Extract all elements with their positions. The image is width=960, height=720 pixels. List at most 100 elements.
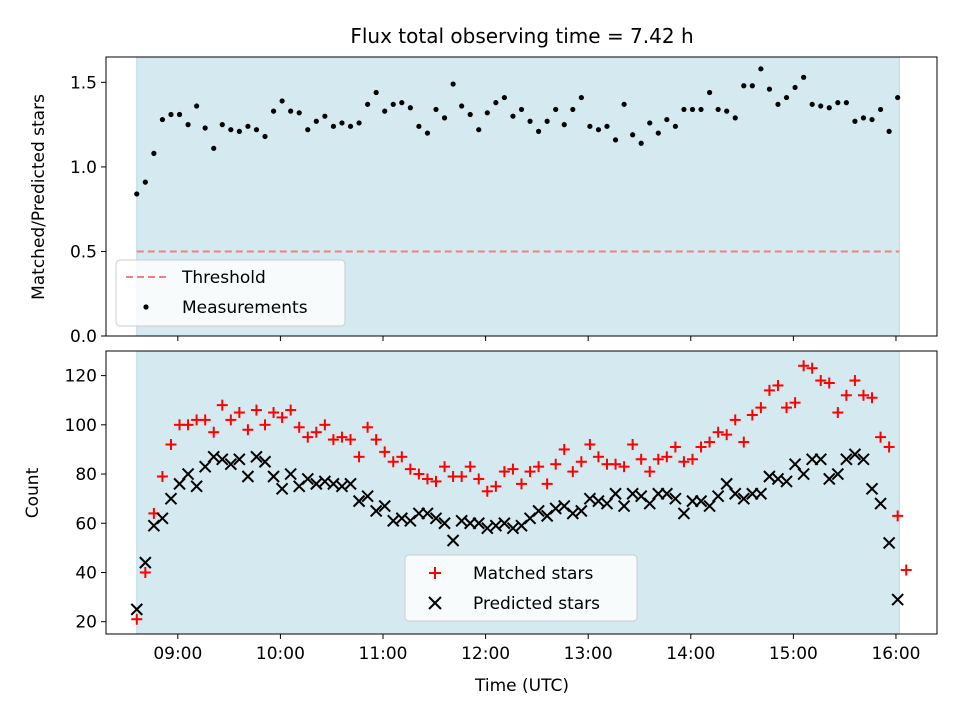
predicted-point	[130, 603, 143, 616]
matched-point	[669, 441, 681, 453]
predicted-point	[173, 477, 186, 491]
predicted-point	[754, 487, 768, 500]
predicted-point	[216, 453, 229, 466]
matched-point	[857, 389, 869, 401]
measurement-point	[749, 83, 755, 89]
predicted-point	[352, 494, 366, 508]
matched-point	[567, 466, 579, 478]
matched-point	[156, 471, 168, 483]
predicted-point	[275, 482, 289, 496]
matched-point	[353, 451, 365, 463]
predicted-point	[840, 453, 853, 466]
matched-point	[302, 431, 314, 443]
predicted-point	[549, 502, 562, 515]
measurement-point	[159, 116, 166, 123]
matched-point	[396, 451, 408, 463]
measurement-point	[630, 132, 636, 138]
y-tick-label: 100	[65, 416, 97, 436]
count-panel: 20 40 60 80 100 120 09:00 10:00 11:00 12:00 13:00…	[23, 350, 938, 696]
predicted-point	[694, 494, 708, 508]
matched-point	[763, 384, 775, 396]
measurement-point	[860, 115, 867, 121]
predicted-point	[421, 507, 434, 520]
predicted-point	[378, 499, 391, 513]
matched-point	[199, 414, 211, 426]
predicted-point	[771, 472, 785, 486]
matched-point	[584, 439, 596, 451]
matched-point	[550, 458, 562, 470]
x-tick-label: 11:00	[359, 644, 408, 664]
matched-point	[490, 480, 502, 492]
measurement-point	[664, 116, 670, 123]
legend-threshold-label: Threshold	[181, 268, 266, 288]
predicted-point	[583, 492, 597, 505]
predicted-point	[626, 487, 639, 500]
x-tick-label: 09:00	[153, 644, 202, 664]
measurement-point	[561, 122, 567, 128]
measurement-point	[783, 94, 790, 101]
measurement-point	[809, 101, 815, 107]
y-axis: 0.0 0.5 1.0 1.5	[70, 73, 106, 347]
measurement-point	[869, 116, 875, 123]
predicted-point	[284, 467, 297, 481]
measurement-point	[698, 106, 704, 113]
measurement-point	[527, 118, 533, 124]
matched-point	[721, 429, 733, 441]
legend: Matched stars Predicted stars	[404, 554, 638, 622]
matched-point	[387, 456, 399, 468]
y-tick-label: 1.0	[70, 158, 97, 178]
matched-point	[892, 510, 904, 522]
measurement-point	[151, 150, 157, 156]
predicted-point	[891, 593, 904, 606]
x-axis: 09:00 10:00 11:00 12:00 13:00 14:00 15:00 16:00	[153, 634, 920, 664]
matched-point	[225, 414, 237, 426]
measurement-point	[459, 103, 465, 109]
matched-point	[208, 426, 220, 438]
matched-point	[558, 443, 570, 455]
measurement-point	[835, 100, 841, 106]
predicted-point	[233, 453, 246, 466]
y-tick-label: 1.5	[70, 73, 97, 93]
y-tick-label: 0.5	[70, 242, 97, 262]
measurement-point	[852, 118, 858, 124]
measurement-point	[801, 74, 807, 80]
predicted-point	[763, 470, 776, 483]
measurement-point	[467, 111, 473, 118]
axes-frame	[105, 56, 938, 337]
matched-points	[131, 360, 912, 625]
predicted-point	[395, 512, 409, 525]
predicted-point	[241, 470, 255, 483]
matched-point	[832, 407, 844, 419]
matched-point	[644, 466, 656, 478]
y-tick-label: 80	[75, 465, 97, 485]
matched-point	[746, 409, 758, 421]
x-tick-label: 13:00	[564, 644, 613, 664]
predicted-point	[335, 480, 349, 493]
y-tick-label: 40	[75, 563, 97, 583]
matched-point	[823, 377, 835, 389]
matched-point	[618, 461, 630, 473]
matched-point	[379, 446, 391, 458]
predicted-point	[327, 477, 340, 491]
measurement-point	[741, 83, 747, 89]
measurement-point	[202, 125, 208, 131]
matched-point	[627, 439, 639, 451]
measurement-point	[766, 86, 773, 92]
matched-point	[327, 434, 339, 446]
y-axis-label: Matched/Predicted stars	[29, 94, 49, 300]
predicted-point	[250, 450, 263, 464]
measurement-point	[407, 105, 413, 111]
measurement-point	[347, 123, 354, 129]
matched-point	[712, 426, 724, 438]
matched-point	[293, 421, 305, 433]
measurement-point	[570, 106, 576, 113]
legend: Threshold Measurements	[115, 259, 346, 327]
predicted-point	[575, 504, 588, 518]
measurement-point	[356, 120, 362, 126]
predicted-point	[498, 517, 511, 530]
matched-point	[285, 404, 297, 416]
measurement-point	[775, 101, 781, 107]
measurement-points	[134, 66, 901, 197]
predicted-point	[711, 489, 725, 503]
